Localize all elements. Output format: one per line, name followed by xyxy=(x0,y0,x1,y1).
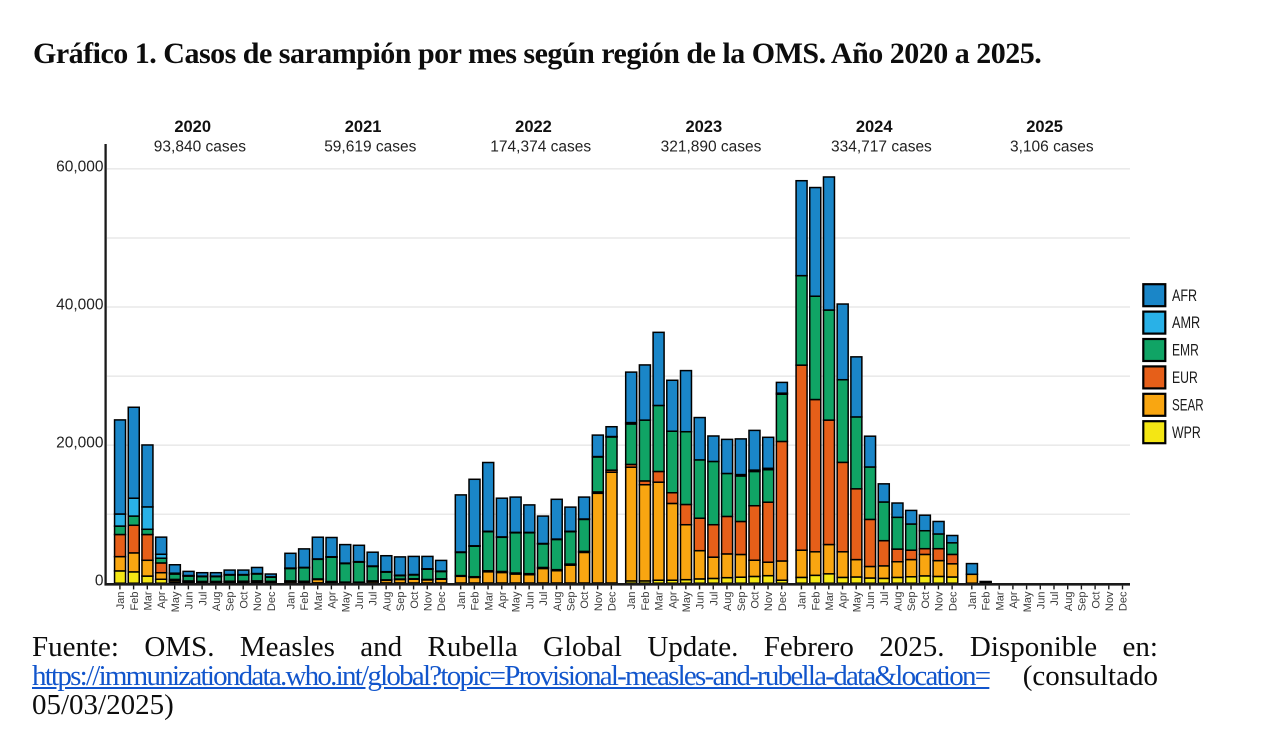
svg-text:Apr: Apr xyxy=(497,591,509,608)
svg-text:Apr: Apr xyxy=(838,591,850,608)
svg-text:Mar: Mar xyxy=(994,591,1006,610)
svg-text:Jul: Jul xyxy=(708,592,720,606)
svg-text:Oct: Oct xyxy=(1090,592,1102,609)
svg-text:AMR: AMR xyxy=(1172,314,1200,332)
svg-text:Feb: Feb xyxy=(810,592,822,611)
svg-text:Dec: Dec xyxy=(947,591,959,611)
svg-text:2023: 2023 xyxy=(685,118,722,136)
svg-text:Nov: Nov xyxy=(593,591,605,611)
svg-text:Sep: Sep xyxy=(395,592,407,612)
svg-text:20,000: 20,000 xyxy=(56,435,104,452)
svg-text:Aug: Aug xyxy=(1063,592,1075,612)
svg-text:Jul: Jul xyxy=(538,592,550,606)
svg-text:WPR: WPR xyxy=(1172,424,1201,442)
svg-text:EMR: EMR xyxy=(1172,342,1199,360)
svg-text:Jul: Jul xyxy=(1049,592,1061,606)
svg-text:Jun: Jun xyxy=(184,592,196,610)
svg-text:Aug: Aug xyxy=(722,592,734,612)
svg-text:May: May xyxy=(1022,591,1034,612)
svg-text:Aug: Aug xyxy=(381,592,393,612)
svg-text:Aug: Aug xyxy=(893,592,905,612)
svg-text:Jul: Jul xyxy=(879,592,891,606)
svg-text:Mar: Mar xyxy=(483,591,495,610)
svg-text:Jun: Jun xyxy=(354,592,366,610)
svg-text:Mar: Mar xyxy=(824,591,836,610)
svg-text:Mar: Mar xyxy=(143,591,155,610)
svg-text:2021: 2021 xyxy=(345,118,382,136)
svg-text:Sep: Sep xyxy=(225,592,237,612)
svg-text:Jun: Jun xyxy=(524,592,536,610)
svg-text:93,840 cases: 93,840 cases xyxy=(154,139,246,156)
svg-text:Nov: Nov xyxy=(934,591,946,611)
svg-text:2022: 2022 xyxy=(515,118,552,136)
svg-text:May: May xyxy=(681,591,693,612)
svg-text:Feb: Feb xyxy=(640,592,652,611)
svg-text:May: May xyxy=(511,591,523,612)
svg-text:Jul: Jul xyxy=(368,592,380,606)
svg-text:Sep: Sep xyxy=(736,592,748,612)
svg-text:174,374 cases: 174,374 cases xyxy=(490,139,591,156)
svg-text:SEAR: SEAR xyxy=(1172,396,1204,414)
svg-text:Jul: Jul xyxy=(197,592,209,606)
svg-text:321,890 cases: 321,890 cases xyxy=(661,139,762,156)
svg-text:Apr: Apr xyxy=(156,591,168,608)
svg-text:Dec: Dec xyxy=(1118,591,1130,611)
svg-text:Jan: Jan xyxy=(967,592,979,610)
svg-text:Sep: Sep xyxy=(1077,592,1089,612)
svg-text:May: May xyxy=(851,591,863,612)
svg-text:Jan: Jan xyxy=(115,592,127,610)
svg-text:Nov: Nov xyxy=(763,591,775,611)
svg-text:Mar: Mar xyxy=(313,591,325,610)
svg-text:2024: 2024 xyxy=(856,118,894,136)
svg-text:Feb: Feb xyxy=(129,592,141,611)
svg-text:Dec: Dec xyxy=(266,591,278,611)
svg-text:Apr: Apr xyxy=(667,591,679,608)
svg-text:Jan: Jan xyxy=(285,592,297,610)
svg-text:0: 0 xyxy=(95,573,104,590)
svg-text:Sep: Sep xyxy=(906,592,918,612)
svg-text:2020: 2020 xyxy=(174,118,211,136)
svg-text:Oct: Oct xyxy=(238,592,250,609)
svg-text:Nov: Nov xyxy=(422,591,434,611)
svg-text:Sep: Sep xyxy=(565,592,577,612)
svg-text:Apr: Apr xyxy=(1008,591,1020,608)
svg-text:Aug: Aug xyxy=(552,592,564,612)
svg-text:3,106 cases: 3,106 cases xyxy=(1010,139,1094,156)
svg-text:Jun: Jun xyxy=(1036,592,1048,610)
svg-text:Jun: Jun xyxy=(695,592,707,610)
svg-text:EUR: EUR xyxy=(1172,369,1198,387)
svg-text:AFR: AFR xyxy=(1172,287,1197,305)
svg-text:Feb: Feb xyxy=(299,592,311,611)
svg-text:Nov: Nov xyxy=(252,591,264,611)
svg-text:Dec: Dec xyxy=(777,591,789,611)
svg-text:Dec: Dec xyxy=(436,591,448,611)
svg-text:60,000: 60,000 xyxy=(56,158,104,175)
svg-text:Nov: Nov xyxy=(1104,591,1116,611)
svg-text:May: May xyxy=(170,591,182,612)
svg-text:Jan: Jan xyxy=(797,592,809,610)
svg-text:2025: 2025 xyxy=(1026,118,1063,136)
svg-text:Jun: Jun xyxy=(865,592,877,610)
svg-text:59,619 cases: 59,619 cases xyxy=(324,139,416,156)
svg-text:Aug: Aug xyxy=(211,592,223,612)
svg-text:Dec: Dec xyxy=(607,591,619,611)
svg-text:40,000: 40,000 xyxy=(56,296,104,313)
svg-text:Oct: Oct xyxy=(920,592,932,609)
svg-text:Jan: Jan xyxy=(626,592,638,610)
svg-text:Oct: Oct xyxy=(579,592,591,609)
svg-text:Apr: Apr xyxy=(327,591,339,608)
svg-text:May: May xyxy=(340,591,352,612)
svg-text:Mar: Mar xyxy=(654,591,666,610)
svg-text:Feb: Feb xyxy=(981,592,993,611)
svg-text:Feb: Feb xyxy=(470,592,482,611)
svg-text:Jan: Jan xyxy=(456,592,468,610)
svg-text:Oct: Oct xyxy=(750,592,762,609)
svg-text:Oct: Oct xyxy=(409,592,421,609)
svg-text:334,717 cases: 334,717 cases xyxy=(831,139,932,156)
